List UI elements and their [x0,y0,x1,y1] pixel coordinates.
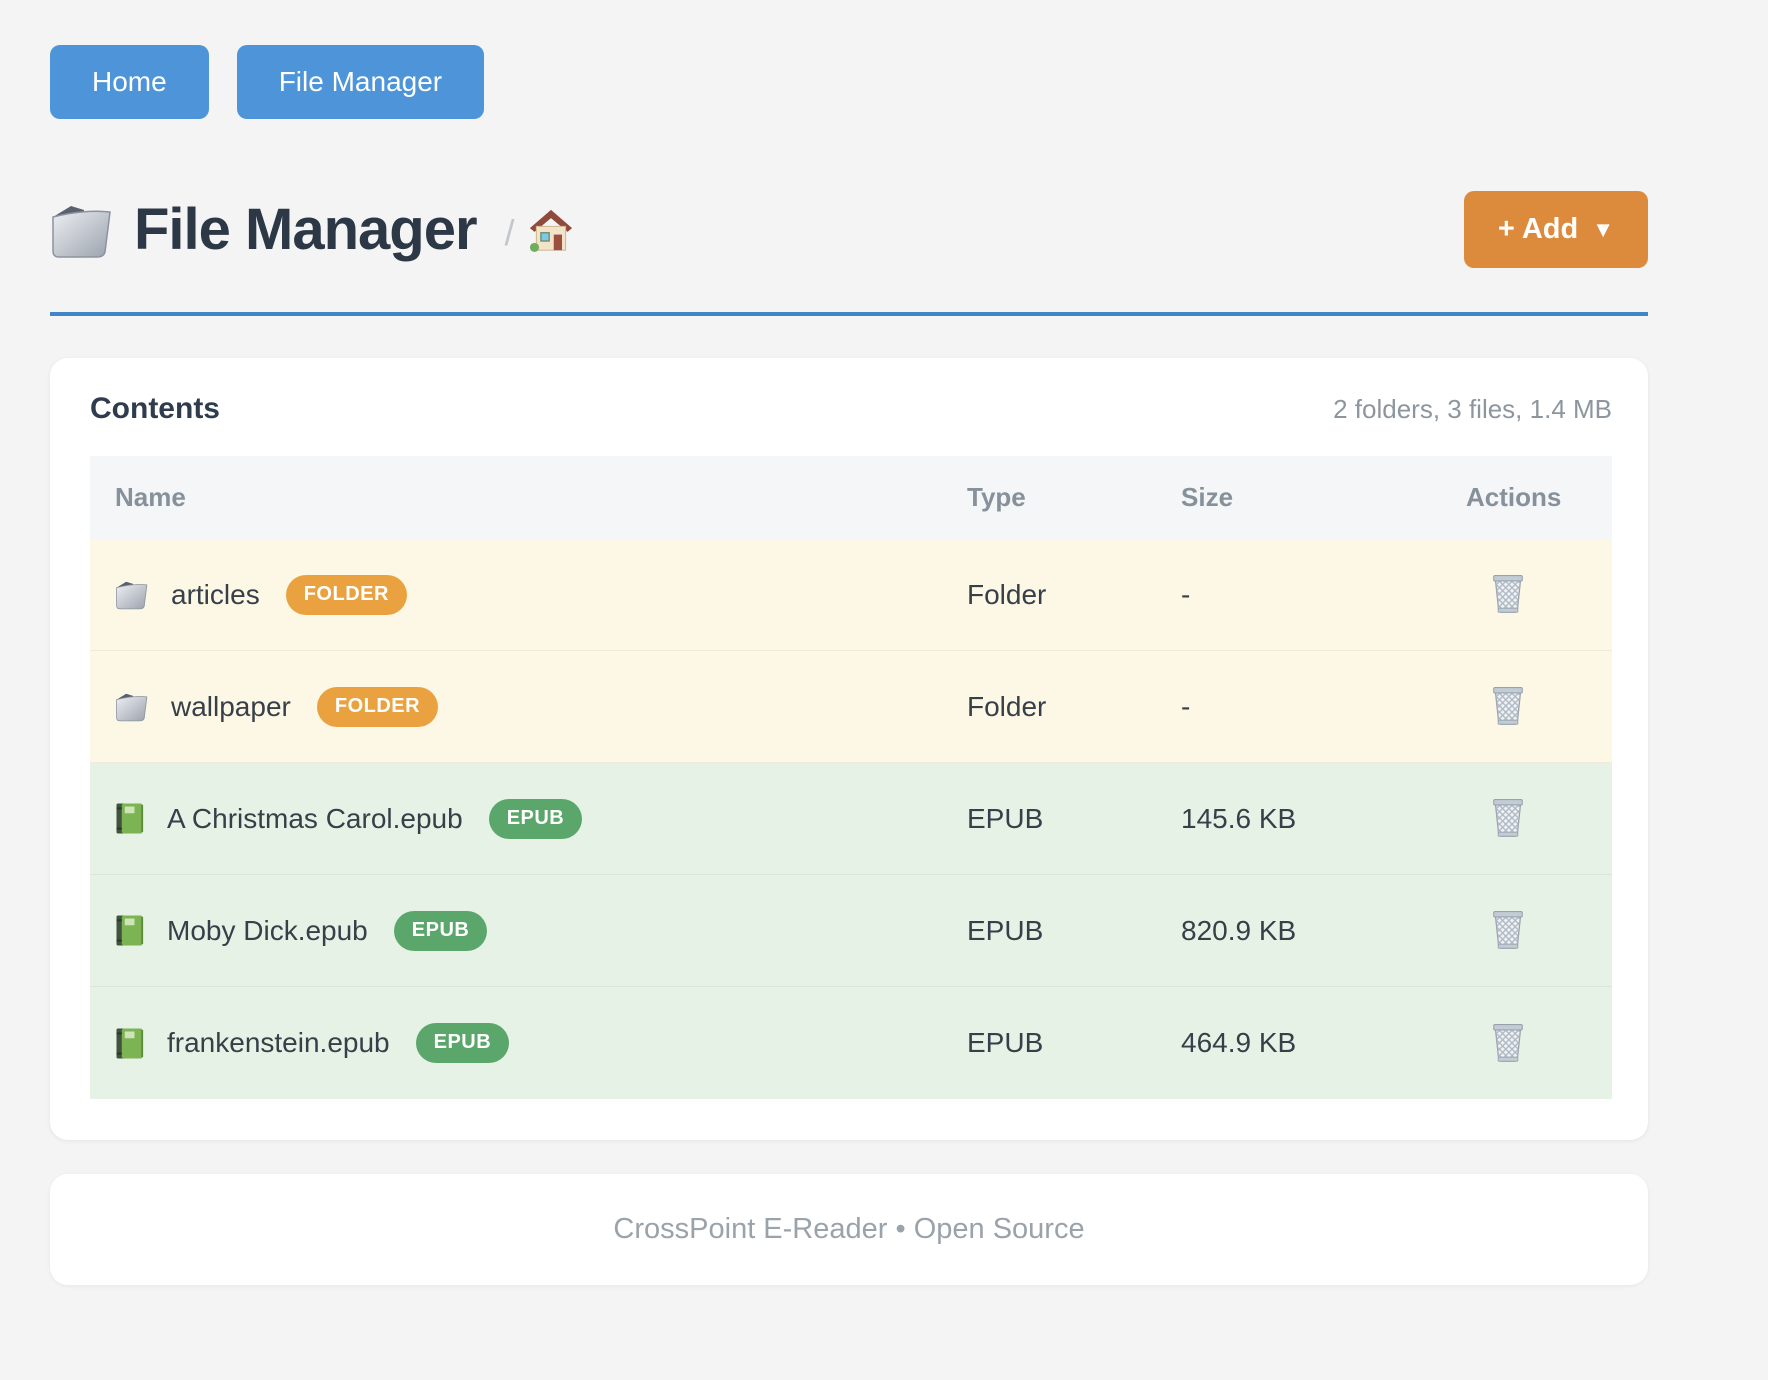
table-row-christmas-carol: A Christmas Carol.epub EPUB EPUB 145.6 K… [90,763,1612,875]
delete-button[interactable] [1486,792,1530,842]
folder-icon [115,691,149,722]
epub-badge: EPUB [393,910,488,951]
title-rule [50,312,1648,316]
green-book-icon [115,802,145,835]
add-button-label: + Add [1497,213,1579,245]
item-type: EPUB [967,914,1044,946]
table-row-wallpaper: wallpaper FOLDER Folder - [90,651,1612,763]
nav-file-manager-button[interactable]: File Manager [236,45,485,119]
table-row-moby-dick: Moby Dick.epub EPUB EPUB 820.9 KB [90,875,1612,987]
column-header-type: Type [967,482,1026,512]
item-size: - [1181,690,1191,722]
column-header-name: Name [115,482,186,512]
contents-card-header: Contents 2 folders, 3 files, 1.4 MB [90,392,1612,426]
table-header-row: Name Type Size Actions [90,456,1612,539]
item-name-link[interactable]: wallpaper [171,690,291,722]
delete-button[interactable] [1486,1017,1530,1067]
chevron-down-icon: ▼ [1592,216,1614,242]
trash-icon [1490,908,1526,950]
contents-heading: Contents [90,392,220,425]
page-header: File Manager / + Add ▼ [50,191,1648,268]
top-navigation: Home File Manager [50,45,1648,119]
trash-icon [1490,796,1526,838]
delete-button[interactable] [1486,568,1530,618]
delete-button[interactable] [1486,680,1530,730]
item-name-link[interactable]: frankenstein.epub [167,1027,390,1058]
home-icon[interactable] [528,208,573,253]
footer-text: CrossPoint E-Reader • Open Source [613,1213,1085,1245]
item-name-link[interactable]: Moby Dick.epub [167,914,368,946]
trash-icon [1490,1021,1526,1063]
contents-card: Contents 2 folders, 3 files, 1.4 MB Name… [50,358,1648,1140]
epub-badge: EPUB [488,798,583,839]
green-book-icon [115,914,145,947]
item-name-link[interactable]: articles [171,578,260,610]
column-header-actions: Actions [1466,482,1562,512]
delete-button[interactable] [1486,904,1530,954]
item-type: Folder [967,578,1047,610]
item-size: 464.9 KB [1181,1027,1297,1058]
table-row-articles: articles FOLDER Folder - [90,539,1612,651]
add-button[interactable]: + Add ▼ [1463,191,1648,268]
breadcrumb-separator: / [504,211,515,253]
green-book-icon [115,1027,145,1060]
folder-badge: FOLDER [316,686,439,727]
item-size: 145.6 KB [1181,802,1297,834]
page-title: File Manager [134,197,478,262]
folder-icon [115,579,149,610]
item-size: - [1181,578,1191,610]
item-type: Folder [967,690,1047,722]
trash-icon [1490,572,1526,614]
table-row-frankenstein: frankenstein.epub EPUB EPUB 464.9 KB [90,987,1612,1099]
epub-badge: EPUB [415,1023,510,1063]
page-title-group: File Manager / [50,196,573,263]
footer: CrossPoint E-Reader • Open Source [50,1174,1648,1285]
contents-summary: 2 folders, 3 files, 1.4 MB [1333,394,1612,424]
nav-home-button[interactable]: Home [50,45,209,119]
column-header-size: Size [1181,482,1234,512]
item-type: EPUB [967,802,1044,834]
open-folder-icon [50,201,114,259]
trash-icon [1490,684,1526,726]
item-name-link[interactable]: A Christmas Carol.epub [167,802,463,834]
file-table: Name Type Size Actions articles FOLDER F… [90,456,1612,1099]
item-size: 820.9 KB [1181,914,1297,946]
folder-badge: FOLDER [285,574,407,615]
item-type: EPUB [967,1027,1044,1058]
